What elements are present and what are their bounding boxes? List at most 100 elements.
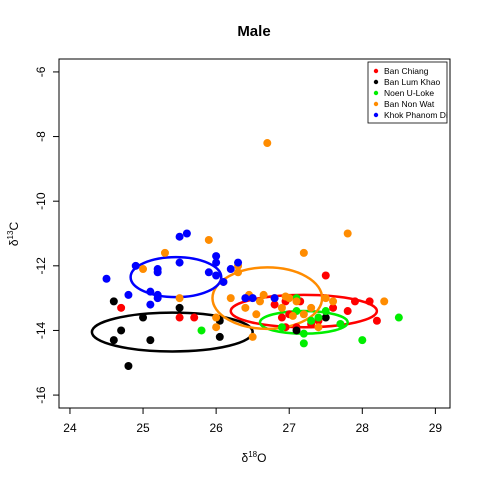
- legend-label-noen-u-loke: Noen U-Loke: [384, 88, 434, 98]
- point-ban-chiang: [321, 271, 330, 280]
- y-tick-label: -6: [34, 66, 48, 77]
- point-ban-lum-khao: [124, 361, 133, 370]
- point-ban-non-wat: [281, 292, 290, 301]
- point-ban-lum-khao: [109, 336, 118, 345]
- chart-title: Male: [237, 23, 270, 40]
- point-ban-non-wat: [175, 294, 184, 303]
- point-ban-non-wat: [160, 248, 169, 257]
- point-ban-non-wat: [292, 297, 301, 306]
- point-ban-chiang: [117, 303, 126, 312]
- point-khok-phanom-di: [234, 258, 243, 267]
- legend-label-ban-non-wat: Ban Non Wat: [384, 99, 435, 109]
- point-khok-phanom-di: [270, 294, 279, 303]
- point-ban-non-wat: [307, 303, 316, 312]
- data-points: [102, 139, 403, 370]
- point-ban-lum-khao: [117, 326, 126, 335]
- ellipse-ban-lum-khao: [90, 311, 254, 353]
- point-noen-u-loke: [358, 336, 367, 345]
- point-noen-u-loke: [299, 329, 308, 338]
- legend-marker-noen-u-loke: [373, 90, 379, 96]
- point-ban-non-wat: [288, 311, 297, 320]
- point-ban-chiang: [175, 313, 184, 322]
- point-khok-phanom-di: [124, 290, 133, 299]
- point-noen-u-loke: [314, 313, 323, 322]
- point-khok-phanom-di: [146, 300, 155, 309]
- confidence-ellipses: [90, 255, 379, 353]
- x-axis: 24 25 26 27 28 29: [63, 408, 442, 435]
- point-ban-lum-khao: [139, 313, 148, 322]
- point-khok-phanom-di: [241, 294, 250, 303]
- point-ban-non-wat: [299, 248, 308, 257]
- point-khok-phanom-di: [146, 287, 155, 296]
- point-khok-phanom-di: [175, 258, 184, 267]
- point-ban-lum-khao: [215, 332, 224, 341]
- point-ban-non-wat: [241, 303, 250, 312]
- legend-marker-ban-lum-khao: [373, 79, 379, 85]
- point-ban-non-wat: [252, 310, 261, 319]
- point-khok-phanom-di: [131, 261, 140, 270]
- point-ban-non-wat: [226, 294, 235, 303]
- point-ban-lum-khao: [146, 336, 155, 345]
- point-ban-non-wat: [139, 265, 148, 274]
- x-tick-label: 26: [209, 421, 223, 435]
- point-noen-u-loke: [336, 319, 345, 328]
- point-ban-lum-khao: [175, 303, 184, 312]
- point-khok-phanom-di: [248, 294, 257, 303]
- legend-label-ban-chiang: Ban Chiang: [384, 66, 429, 76]
- point-khok-phanom-di: [226, 265, 235, 274]
- point-ban-non-wat: [343, 229, 352, 238]
- x-axis-title: δ18O: [242, 450, 267, 465]
- point-ban-chiang: [277, 313, 286, 322]
- point-ban-non-wat: [212, 323, 221, 332]
- point-noen-u-loke: [277, 323, 286, 332]
- point-ban-non-wat: [314, 323, 323, 332]
- point-ban-non-wat: [321, 294, 330, 303]
- point-khok-phanom-di: [153, 290, 162, 299]
- legend-marker-ban-chiang: [373, 68, 379, 74]
- point-ban-non-wat: [204, 235, 213, 244]
- legend-marker-khok-phanom-di: [373, 112, 379, 118]
- point-khok-phanom-di: [212, 252, 221, 261]
- y-tick-label: -16: [34, 386, 48, 404]
- ellipse-ban-chiang: [229, 293, 379, 329]
- point-khok-phanom-di: [212, 271, 221, 280]
- point-khok-phanom-di: [182, 229, 191, 238]
- point-ban-non-wat: [259, 290, 268, 299]
- point-ban-lum-khao: [321, 313, 330, 322]
- point-ban-chiang: [372, 316, 381, 325]
- point-khok-phanom-di: [175, 232, 184, 241]
- point-khok-phanom-di: [102, 274, 111, 283]
- y-tick-label: -10: [34, 192, 48, 210]
- x-tick-label: 27: [283, 421, 297, 435]
- y-tick-label: -8: [34, 131, 48, 142]
- y-tick-label: -12: [34, 257, 48, 275]
- plot-frame: [58, 58, 451, 409]
- point-ban-non-wat: [234, 268, 243, 277]
- x-tick-label: 24: [63, 421, 77, 435]
- legend-label-ban-lum-khao: Ban Lum Khao: [384, 77, 441, 87]
- legend-marker-ban-non-wat: [373, 101, 379, 107]
- point-khok-phanom-di: [204, 268, 213, 277]
- point-khok-phanom-di: [219, 277, 228, 286]
- legend-label-khok-phanom-di: Khok Phanom Di: [384, 110, 448, 120]
- point-ban-non-wat: [329, 297, 338, 306]
- point-noen-u-loke: [394, 313, 403, 322]
- point-ban-chiang: [329, 303, 338, 312]
- point-ban-chiang: [190, 313, 199, 322]
- point-ban-lum-khao: [109, 297, 118, 306]
- y-axis-title: δ13C: [6, 222, 21, 247]
- point-ban-non-wat: [299, 310, 308, 319]
- point-ban-non-wat: [380, 297, 389, 306]
- point-ban-non-wat: [263, 139, 272, 148]
- point-khok-phanom-di: [212, 258, 221, 267]
- point-ban-non-wat: [248, 332, 257, 341]
- point-noen-u-loke: [321, 307, 330, 316]
- point-khok-phanom-di: [153, 265, 162, 274]
- point-ban-chiang: [350, 297, 359, 306]
- point-noen-u-loke: [197, 326, 206, 335]
- x-tick-label: 29: [429, 421, 443, 435]
- point-ban-non-wat: [212, 313, 221, 322]
- point-noen-u-loke: [307, 316, 316, 325]
